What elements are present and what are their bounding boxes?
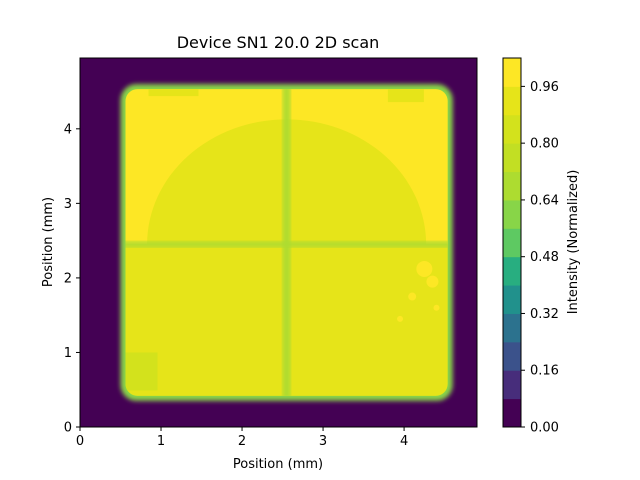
colorbar-tick-label-3: 0.48 (530, 250, 559, 265)
x-tick-label-0: 0 (76, 434, 84, 449)
colorbar-label: Intensity (Normalized) (566, 170, 581, 315)
colorbar-band-7 (503, 199, 521, 229)
chart-title: Device SN1 20.0 2D scan (177, 33, 380, 52)
plot-frame (79, 57, 478, 428)
x-axis: 0 1 2 3 4 (76, 427, 408, 449)
colorbar-band-4 (503, 285, 521, 314)
colorbar-band-5 (503, 256, 521, 286)
y-tick-label-4: 4 (64, 122, 72, 137)
y-tick-label-0: 0 (64, 421, 72, 436)
colorbar (502, 57, 522, 428)
colorbar-tick-label-6: 0.96 (530, 80, 559, 95)
y-tick-label-3: 3 (64, 197, 72, 212)
speckle-4 (433, 304, 440, 311)
colorbar-ticks: 0.00 0.16 0.32 0.48 0.64 0.80 0.96 (521, 80, 559, 436)
colorbar-tick-label-5: 0.80 (530, 137, 559, 152)
x-axis-label: Position (mm) (233, 457, 323, 472)
speckle-1 (426, 275, 439, 288)
bottom-left-patch (125, 352, 158, 391)
top-right-patch (387, 89, 424, 103)
y-tick-label-1: 1 (64, 346, 72, 361)
colorbar-band-6 (503, 228, 521, 258)
speckle-2 (408, 292, 417, 301)
speckle-0 (416, 260, 433, 277)
x-tick-label-2: 2 (238, 434, 246, 449)
top-left-patch (148, 89, 199, 97)
speckle-3 (397, 315, 404, 322)
x-tick-label-3: 3 (319, 434, 327, 449)
colorbar-tick-label-4: 0.64 (530, 193, 559, 208)
colorbar-band-11 (503, 86, 521, 116)
colorbar-band-1 (503, 370, 521, 400)
colorbar-band-3 (503, 313, 521, 343)
colorbar-frame (502, 57, 522, 428)
x-tick-label-1: 1 (157, 434, 165, 449)
colorbar-band-12 (503, 58, 521, 87)
plot-area (80, 58, 477, 427)
x-tick-label-4: 4 (400, 434, 408, 449)
y-tick-label-2: 2 (64, 271, 72, 286)
colorbar-tick-label-2: 0.32 (530, 307, 559, 322)
y-axis-label: Position (mm) (41, 197, 56, 287)
colorbar-tick-label-0: 0.00 (530, 421, 559, 436)
colorbar-band-2 (503, 341, 521, 371)
horizontal-cross-line (125, 241, 448, 248)
device-interior (125, 89, 448, 396)
y-axis: 0 1 2 3 4 (64, 122, 80, 436)
colorbar-band-8 (503, 171, 521, 201)
colorbar-band-10 (503, 114, 521, 144)
device-region (120, 84, 453, 401)
colorbar-band-0 (503, 398, 521, 428)
colorbar-band-9 (503, 143, 521, 173)
colorbar-tick-label-1: 0.16 (530, 364, 559, 379)
